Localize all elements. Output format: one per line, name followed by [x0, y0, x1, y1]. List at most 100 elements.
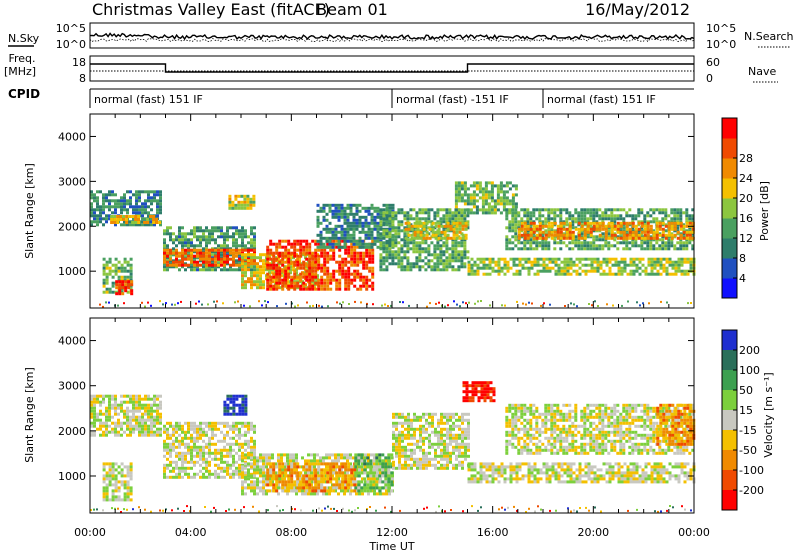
data-cell — [193, 431, 196, 434]
data-cell — [147, 410, 150, 413]
data-cell — [166, 268, 169, 271]
data-cell — [326, 282, 329, 285]
data-cell — [630, 270, 633, 273]
data-cell — [175, 437, 178, 440]
data-cell — [371, 228, 374, 231]
data-cell — [193, 476, 196, 479]
data-cell — [628, 208, 631, 211]
data-cell — [226, 431, 229, 434]
data-cell — [460, 262, 463, 265]
data-cell — [121, 280, 124, 283]
data-cell — [103, 285, 106, 288]
data-cell — [377, 222, 380, 225]
data-cell — [514, 232, 517, 235]
data-cell — [467, 208, 470, 211]
data-cell — [141, 419, 144, 422]
data-cell — [126, 425, 129, 428]
data-cell — [114, 425, 117, 428]
data-cell — [118, 495, 121, 498]
data-cell — [514, 238, 517, 241]
data-cell — [193, 226, 196, 229]
data-cell — [103, 492, 106, 495]
data-cell — [362, 267, 365, 270]
data-cell — [612, 258, 615, 261]
data-cell — [229, 473, 232, 476]
data-cell — [229, 252, 232, 255]
data-cell — [175, 428, 178, 431]
data-cell — [385, 229, 388, 232]
data-cell — [427, 214, 430, 217]
data-cell — [118, 270, 121, 273]
data-cell — [359, 276, 362, 279]
data-cell — [241, 468, 244, 471]
data-cell — [163, 425, 166, 428]
data-cell — [488, 205, 491, 208]
data-cell — [259, 259, 262, 262]
data-cell — [123, 395, 126, 398]
data-cell — [199, 229, 202, 232]
data-cell — [564, 273, 567, 276]
data-cell — [235, 249, 238, 252]
data-cell — [253, 241, 256, 244]
data-cell — [377, 240, 380, 243]
data-cell — [448, 211, 451, 214]
data-cell — [450, 225, 453, 228]
data-cell — [190, 422, 193, 425]
data-cell — [129, 425, 132, 428]
data-cell — [432, 222, 435, 225]
data-cell — [466, 214, 469, 217]
data-cell — [178, 255, 181, 258]
data-cell — [118, 498, 121, 501]
data-cell — [190, 255, 193, 258]
data-cell — [424, 241, 427, 244]
data-cell — [150, 434, 153, 437]
data-cell — [305, 249, 308, 252]
data-cell — [166, 249, 169, 252]
data-cell — [175, 422, 178, 425]
data-cell — [615, 258, 618, 261]
data-cell — [293, 243, 296, 246]
data-cell — [122, 215, 125, 218]
data-cell — [685, 208, 688, 211]
data-cell — [196, 252, 199, 255]
data-cell — [442, 253, 445, 256]
data-cell — [332, 234, 335, 237]
data-cell — [290, 282, 293, 285]
data-cell — [281, 255, 284, 258]
data-cell — [418, 211, 421, 214]
data-cell — [483, 258, 486, 261]
data-cell — [156, 202, 159, 205]
data-cell — [424, 208, 427, 211]
data-cell — [619, 214, 622, 217]
data-cell — [305, 279, 308, 282]
data-cell — [259, 480, 262, 483]
data-cell — [241, 489, 244, 492]
data-cell — [656, 225, 659, 228]
data-cell — [106, 492, 109, 495]
data-cell — [240, 207, 243, 210]
data-cell — [103, 270, 106, 273]
data-cell — [130, 267, 133, 270]
data-cell — [671, 234, 674, 237]
data-cell — [613, 208, 616, 211]
data-cell — [505, 244, 508, 247]
data-cell — [163, 238, 166, 241]
data-cell — [611, 228, 614, 231]
data-cell — [558, 264, 561, 267]
data-cell — [108, 410, 111, 413]
data-cell — [676, 214, 679, 217]
data-cell — [611, 234, 614, 237]
data-cell — [96, 416, 99, 419]
data-cell — [368, 252, 371, 255]
data-cell — [135, 407, 138, 410]
data-cell — [169, 252, 172, 255]
data-cell — [217, 229, 220, 232]
data-cell — [479, 181, 482, 184]
data-cell — [438, 225, 441, 228]
data-cell — [341, 213, 344, 216]
data-cell — [259, 271, 262, 274]
data-cell — [577, 244, 580, 247]
data-cell — [99, 404, 102, 407]
data-cell — [226, 232, 229, 235]
data-cell — [166, 476, 169, 479]
